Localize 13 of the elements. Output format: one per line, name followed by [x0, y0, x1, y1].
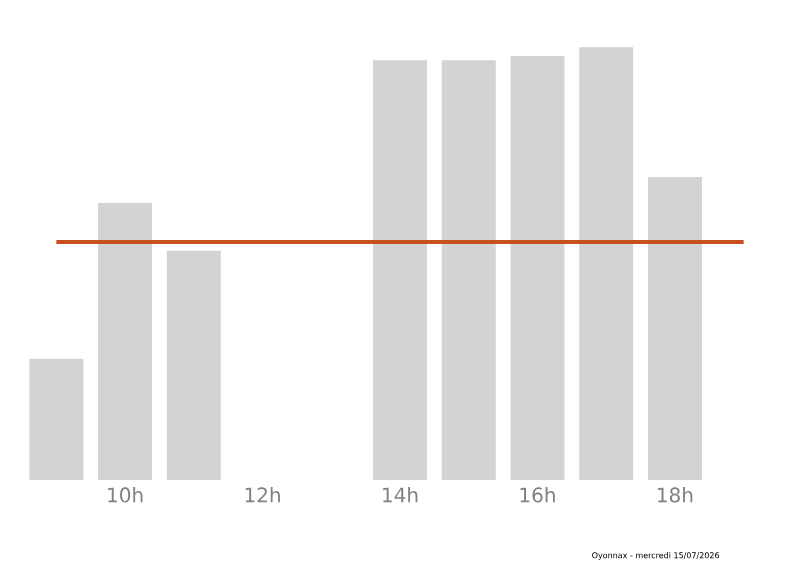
bar	[166, 250, 221, 480]
bar	[373, 60, 427, 480]
x-tick-label: 12h	[245, 487, 280, 503]
x-tick-label: 14h	[383, 487, 418, 503]
bar	[441, 60, 496, 480]
bar	[579, 47, 634, 480]
x-tick-label: 10h	[108, 487, 143, 503]
bar	[510, 55, 565, 480]
bar	[29, 358, 84, 480]
x-tick-label: 16h	[520, 487, 555, 503]
bar	[98, 203, 153, 480]
bar	[647, 177, 702, 480]
x-tick-label: 18h	[658, 487, 693, 503]
